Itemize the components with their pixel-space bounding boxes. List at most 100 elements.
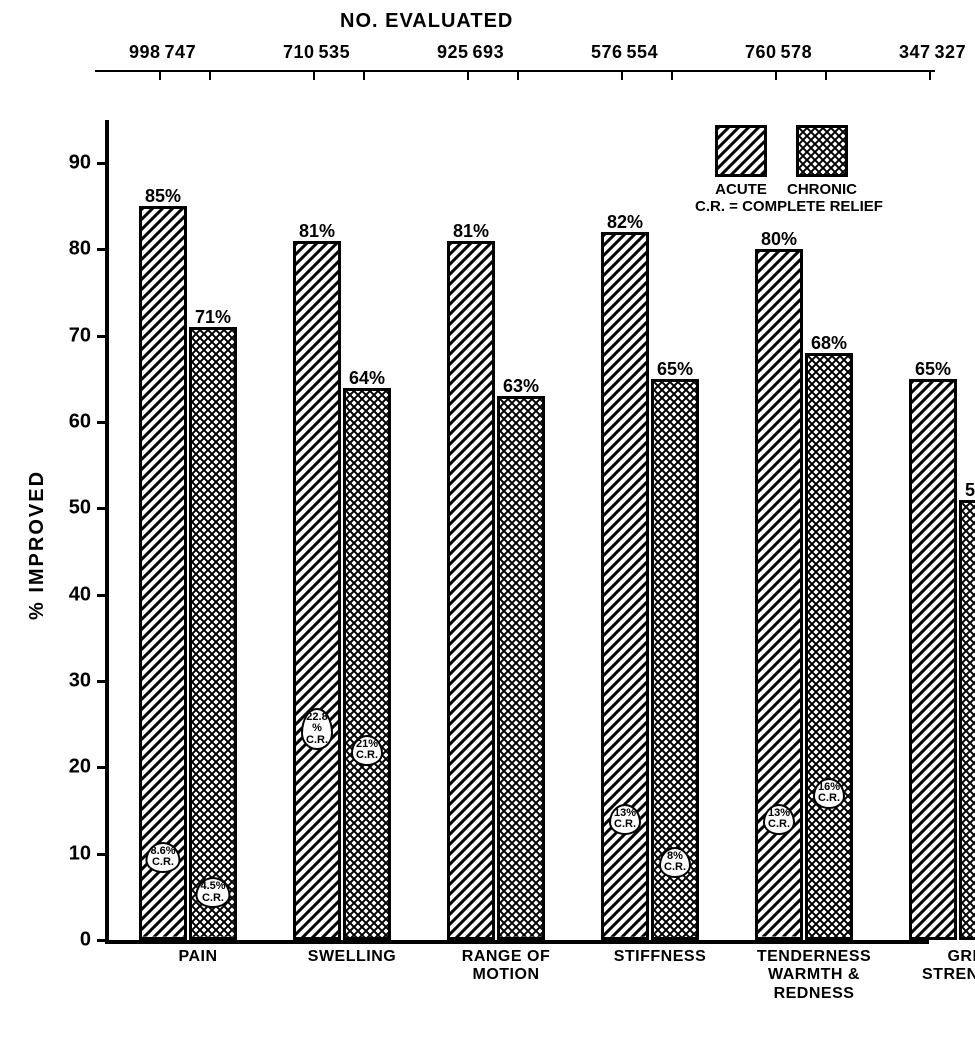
cr-badge: 8%C.R. bbox=[659, 847, 691, 878]
evaluated-chronic: 535 bbox=[319, 42, 351, 63]
y-tick-label: 0 bbox=[80, 929, 91, 952]
legend-note: C.R. = COMPLETE RELIEF bbox=[695, 198, 883, 215]
cr-badge: 13%C.R. bbox=[763, 804, 795, 835]
top-axis-line bbox=[95, 70, 935, 72]
chart-container: NO. EVALUATED 998747 710535 925693 576554 76… bbox=[0, 0, 975, 1044]
bar-group: 81%63% bbox=[447, 241, 545, 940]
bar-value-label: 51% bbox=[965, 480, 975, 501]
bar-group: 81%22.8%C.R.64%21%C.R. bbox=[293, 241, 391, 940]
y-tick-label: 80 bbox=[69, 238, 91, 261]
acute-bar: 81% bbox=[447, 241, 495, 940]
legend-swatch bbox=[796, 125, 848, 177]
evaluated-acute: 710 bbox=[283, 42, 315, 63]
evaluated-chronic: 747 bbox=[165, 42, 197, 63]
bar-value-label: 63% bbox=[503, 376, 539, 397]
evaluated-pair: 998747 bbox=[129, 42, 196, 63]
legend-swatch bbox=[715, 125, 767, 177]
top-tick bbox=[775, 70, 777, 80]
chronic-bar: 71%4.5%C.R. bbox=[189, 327, 237, 940]
category-label: GRIPSTRENGTH bbox=[909, 948, 975, 985]
top-tick bbox=[621, 70, 623, 80]
legend-item-acute: ACUTE bbox=[715, 125, 767, 198]
legend-item-chronic: CHRONIC bbox=[787, 125, 857, 198]
top-tick bbox=[467, 70, 469, 80]
cr-badge: 22.8%C.R. bbox=[301, 708, 333, 751]
bar-group: 82%13%C.R.65%8%C.R. bbox=[601, 232, 699, 940]
y-tick bbox=[97, 421, 109, 424]
legend-label: ACUTE bbox=[715, 181, 767, 198]
bar-value-label: 81% bbox=[299, 221, 335, 242]
y-tick bbox=[97, 939, 109, 942]
chronic-bar: 51% bbox=[959, 500, 975, 940]
evaluated-chronic: 327 bbox=[935, 42, 967, 63]
legend-label: CHRONIC bbox=[787, 181, 857, 198]
category-label: STIFFNESS bbox=[601, 948, 719, 966]
bar-value-label: 71% bbox=[195, 307, 231, 328]
chronic-bar: 65%8%C.R. bbox=[651, 379, 699, 940]
y-tick-label: 40 bbox=[69, 583, 91, 606]
top-tick bbox=[825, 70, 827, 80]
top-tick bbox=[671, 70, 673, 80]
acute-bar: 81%22.8%C.R. bbox=[293, 241, 341, 940]
y-tick-label: 70 bbox=[69, 324, 91, 347]
bar-value-label: 65% bbox=[657, 359, 693, 380]
evaluated-pair: 760578 bbox=[745, 42, 812, 63]
y-tick bbox=[97, 853, 109, 856]
evaluated-acute: 925 bbox=[437, 42, 469, 63]
cr-badge: 4.5%C.R. bbox=[195, 877, 230, 908]
evaluated-pair: 710535 bbox=[283, 42, 350, 63]
evaluated-acute: 998 bbox=[129, 42, 161, 63]
bar-value-label: 65% bbox=[915, 359, 951, 380]
top-tick bbox=[517, 70, 519, 80]
y-tick bbox=[97, 507, 109, 510]
y-tick bbox=[97, 680, 109, 683]
y-tick-label: 20 bbox=[69, 756, 91, 779]
cr-badge: 13%C.R. bbox=[609, 804, 641, 835]
bar-value-label: 81% bbox=[453, 221, 489, 242]
bar-group: 65%51% bbox=[909, 379, 975, 940]
y-tick bbox=[97, 248, 109, 251]
top-title: NO. EVALUATED bbox=[340, 10, 513, 33]
plot-area: 010203040506070809085%8.6%C.R.71%4.5%C.R… bbox=[105, 120, 929, 944]
y-tick-label: 50 bbox=[69, 497, 91, 520]
top-tick bbox=[209, 70, 211, 80]
bar-value-label: 82% bbox=[607, 212, 643, 233]
evaluated-acute: 347 bbox=[899, 42, 931, 63]
y-tick bbox=[97, 594, 109, 597]
cr-badge: 16%C.R. bbox=[813, 778, 845, 809]
y-tick bbox=[97, 162, 109, 165]
cr-badge: 8.6%C.R. bbox=[145, 842, 180, 873]
bar-value-label: 64% bbox=[349, 368, 385, 389]
top-tick bbox=[929, 70, 931, 80]
evaluated-pair: 576554 bbox=[591, 42, 658, 63]
y-tick-label: 10 bbox=[69, 842, 91, 865]
evaluated-pair: 925693 bbox=[437, 42, 504, 63]
category-label: TENDERNESSWARMTH &REDNESS bbox=[755, 948, 873, 1003]
chronic-bar: 64%21%C.R. bbox=[343, 388, 391, 940]
evaluated-chronic: 554 bbox=[627, 42, 659, 63]
y-tick bbox=[97, 766, 109, 769]
bar-value-label: 68% bbox=[811, 333, 847, 354]
chronic-bar: 68%16%C.R. bbox=[805, 353, 853, 940]
acute-bar: 85%8.6%C.R. bbox=[139, 206, 187, 940]
bar-group: 80%13%C.R.68%16%C.R. bbox=[755, 249, 853, 940]
acute-bar: 65% bbox=[909, 379, 957, 940]
cr-badge: 21%C.R. bbox=[351, 735, 383, 766]
evaluated-pair: 347327 bbox=[899, 42, 966, 63]
bar-group: 85%8.6%C.R.71%4.5%C.R. bbox=[139, 206, 237, 940]
y-tick-label: 30 bbox=[69, 670, 91, 693]
category-label: SWELLING bbox=[293, 948, 411, 966]
y-tick-label: 90 bbox=[69, 152, 91, 175]
y-axis-label: % IMPROVED bbox=[26, 470, 49, 620]
evaluated-chronic: 693 bbox=[473, 42, 505, 63]
top-tick bbox=[313, 70, 315, 80]
evaluated-acute: 760 bbox=[745, 42, 777, 63]
top-tick bbox=[159, 70, 161, 80]
category-label: PAIN bbox=[139, 948, 257, 966]
top-tick bbox=[363, 70, 365, 80]
evaluated-chronic: 578 bbox=[781, 42, 813, 63]
bar-value-label: 85% bbox=[145, 186, 181, 207]
chronic-bar: 63% bbox=[497, 396, 545, 940]
y-tick-label: 60 bbox=[69, 411, 91, 434]
legend: ACUTE CHRONIC bbox=[715, 125, 857, 198]
